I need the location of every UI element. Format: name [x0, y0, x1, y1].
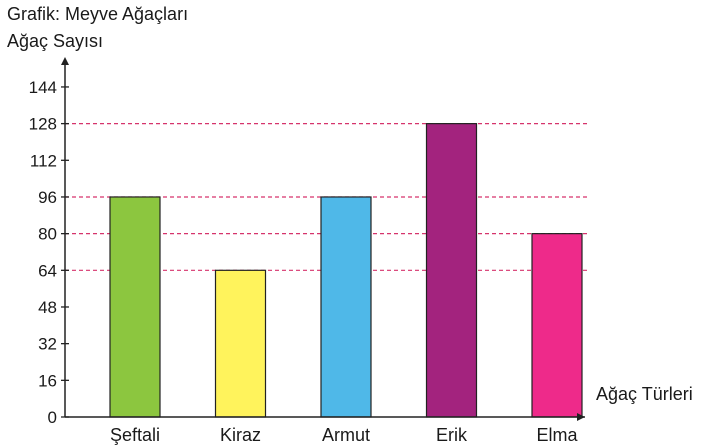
- y-tick-label: 96: [38, 188, 57, 207]
- x-axis-title: Ağaç Türleri: [596, 384, 693, 404]
- bar: [320, 196, 372, 418]
- x-tick-label: Kiraz: [220, 425, 261, 445]
- bar: [425, 123, 478, 418]
- bar: [109, 196, 161, 418]
- x-tick-label: Armut: [322, 425, 370, 445]
- chart-title: Grafik: Meyve Ağaçları: [7, 4, 188, 24]
- bar: [531, 233, 583, 418]
- y-tick-label: 64: [38, 261, 57, 280]
- y-tick-label: 128: [29, 115, 57, 134]
- y-tick-label: 0: [48, 408, 57, 427]
- x-axis-arrow: [577, 413, 585, 421]
- bar: [214, 269, 267, 418]
- y-tick-label: 48: [38, 298, 57, 317]
- y-axis-title: Ağaç Sayısı: [7, 31, 103, 51]
- x-tick-label: Elma: [536, 425, 578, 445]
- y-tick-label: 112: [30, 151, 57, 170]
- y-tick-label: 16: [38, 371, 57, 390]
- y-tick-label: 144: [29, 78, 57, 97]
- axes: [61, 56, 585, 421]
- x-tick-label: Şeftali: [110, 425, 160, 445]
- y-tick-label: 32: [38, 335, 57, 354]
- y-ticks: 0 16 32 48 64 80 96 112 128 144: [29, 78, 69, 427]
- y-axis-arrow: [61, 56, 69, 65]
- x-tick-label: Erik: [436, 425, 468, 445]
- y-tick-label: 80: [38, 225, 57, 244]
- x-tick-labels: Şeftali Kiraz Armut Erik Elma: [110, 425, 579, 445]
